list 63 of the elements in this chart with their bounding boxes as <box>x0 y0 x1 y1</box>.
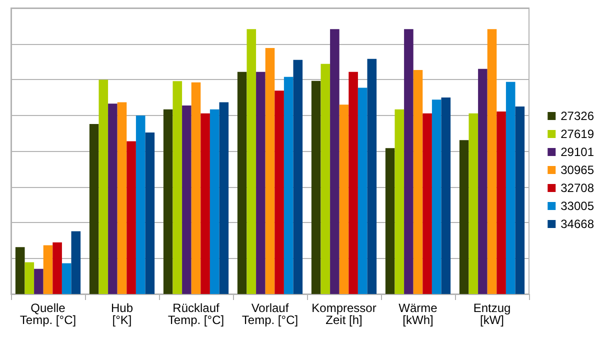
bar <box>394 109 404 294</box>
bar <box>432 100 442 294</box>
legend-label: 30965 <box>560 163 594 177</box>
bar <box>34 268 44 294</box>
bar <box>367 58 377 294</box>
bar <box>163 109 173 294</box>
bar <box>145 132 155 294</box>
bar <box>89 124 99 294</box>
legend-label: 33005 <box>560 199 594 213</box>
legend-label: 27326 <box>560 109 594 123</box>
bar <box>256 72 266 294</box>
bar <box>15 247 25 294</box>
legend-label: 32708 <box>560 181 594 195</box>
bar <box>98 80 108 294</box>
bar <box>265 48 275 294</box>
bar <box>348 72 358 294</box>
x-tick-label: Rücklauf Temp. [°C] <box>168 301 224 327</box>
bar <box>43 245 53 294</box>
bar <box>126 141 136 294</box>
bar <box>441 98 451 294</box>
bar <box>210 109 220 294</box>
bar <box>246 29 256 294</box>
x-tick-label: Vorlauf Temp. [°C] <box>242 301 298 327</box>
bar <box>478 68 488 294</box>
bar <box>172 81 182 294</box>
x-tick-label: Wärme [kWh] <box>398 301 438 327</box>
legend-label: 29101 <box>560 145 594 159</box>
bar <box>330 29 340 294</box>
bar <box>459 140 469 294</box>
bar <box>293 60 303 294</box>
bar <box>468 113 478 294</box>
x-tick-label: Kompressor Zeit [h] <box>312 301 376 327</box>
bar <box>358 88 368 294</box>
bar <box>385 148 395 294</box>
bar <box>284 76 294 294</box>
bar <box>71 231 81 294</box>
bar <box>496 112 506 294</box>
bar <box>117 102 127 294</box>
bar <box>52 242 62 294</box>
legend-label: 27619 <box>560 127 594 141</box>
bar <box>62 263 72 294</box>
bar <box>24 262 34 294</box>
bar <box>136 116 146 294</box>
bar <box>311 80 321 294</box>
legend-label: 34668 <box>560 217 594 231</box>
bar <box>404 29 414 294</box>
bar <box>191 82 201 294</box>
bar <box>413 70 423 294</box>
bar <box>422 113 432 294</box>
bar <box>320 64 330 294</box>
x-tick-label: Hub [°K] <box>110 301 134 327</box>
bar <box>237 72 247 294</box>
bar <box>274 90 284 294</box>
bar <box>515 106 525 294</box>
bar <box>200 113 210 294</box>
bar <box>108 104 118 294</box>
bar <box>506 82 516 294</box>
bar <box>487 29 497 294</box>
x-tick-label: Quelle Temp. [°C] <box>20 301 76 327</box>
bar <box>219 102 229 294</box>
bar <box>339 104 349 294</box>
x-tick-label: Entzug [kW] <box>473 301 511 327</box>
bar <box>182 105 192 294</box>
